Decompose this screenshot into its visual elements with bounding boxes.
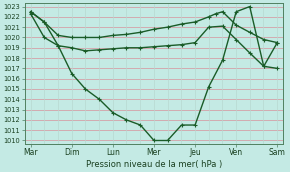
X-axis label: Pression niveau de la mer( hPa ): Pression niveau de la mer( hPa ) bbox=[86, 159, 222, 169]
